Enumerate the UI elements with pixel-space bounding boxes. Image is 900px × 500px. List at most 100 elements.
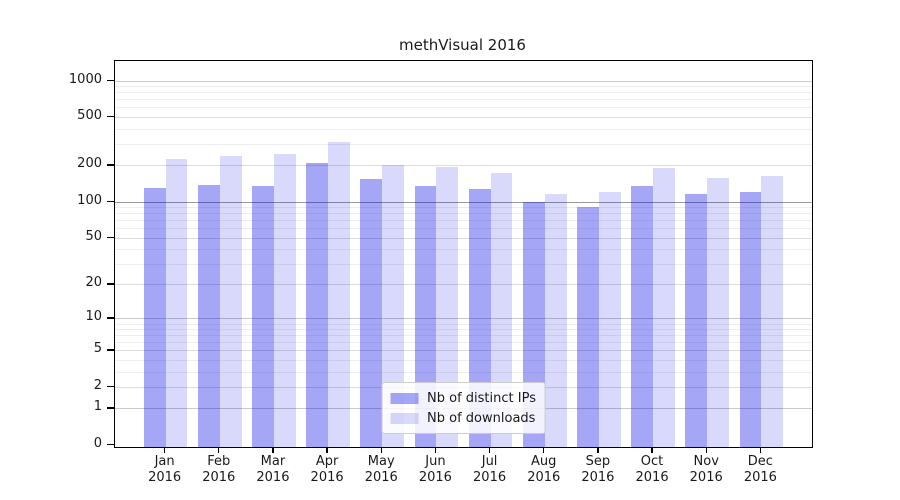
minor-gridline	[115, 371, 812, 373]
bar-downloads	[273, 153, 296, 447]
x-tick-label: Feb 2016	[202, 454, 236, 485]
legend-item-distinct-ips: Nb of distinct IPs	[390, 388, 536, 408]
bar-downloads	[598, 191, 621, 447]
bar-distinct-ips	[306, 162, 329, 447]
bar-downloads	[219, 155, 242, 447]
bar-distinct-ips	[197, 185, 220, 447]
major-gridline	[115, 284, 812, 286]
major-gridline	[115, 165, 812, 167]
bar-distinct-ips	[143, 187, 166, 447]
major-gridline	[115, 117, 812, 119]
minor-gridline	[115, 249, 812, 251]
minor-gridline	[115, 220, 812, 222]
x-tick-label: Dec 2016	[743, 454, 777, 485]
bar-distinct-ips	[685, 193, 708, 447]
bar-downloads	[328, 142, 350, 447]
legend: Nb of distinct IPs Nb of downloads	[381, 382, 546, 434]
major-gridline	[115, 80, 812, 82]
bar-downloads	[544, 193, 567, 447]
x-tick-mark	[272, 448, 274, 453]
minor-gridline	[115, 263, 812, 265]
legend-label-downloads: Nb of downloads	[427, 410, 536, 426]
minor-gridline	[115, 213, 812, 215]
x-tick-label: Nov 2016	[689, 454, 723, 485]
y-tick-label: 200	[77, 156, 102, 172]
x-tick-mark	[597, 448, 599, 453]
major-gridline	[115, 201, 812, 203]
x-tick-label: Aug 2016	[527, 454, 561, 485]
x-tick-label: Mar 2016	[256, 454, 290, 485]
y-tick-label: 0	[93, 436, 102, 451]
bar-distinct-ips	[739, 191, 762, 447]
minor-gridline	[115, 99, 812, 101]
y-tick-mark	[107, 386, 114, 388]
y-tick-label: 50	[85, 228, 102, 244]
y-tick-label: 2	[93, 378, 102, 394]
y-tick-label: 100	[77, 192, 102, 208]
y-tick-label: 1000	[68, 71, 102, 87]
y-tick-mark	[107, 407, 114, 409]
bar-distinct-ips	[577, 207, 599, 447]
bar-downloads	[761, 175, 784, 447]
bar-distinct-ips	[631, 185, 654, 447]
x-tick-label: Oct 2016	[635, 454, 669, 485]
x-tick-mark	[326, 448, 328, 453]
minor-gridline	[115, 360, 812, 362]
y-tick-mark	[107, 349, 114, 351]
y-tick-mark	[107, 200, 114, 202]
bar-distinct-ips	[414, 185, 437, 447]
legend-swatch-downloads-icon	[390, 412, 419, 424]
y-tick-label: 500	[77, 108, 102, 124]
bar-downloads	[490, 173, 513, 447]
bar-downloads	[165, 159, 188, 447]
y-tick-label: 5	[93, 341, 102, 357]
minor-gridline	[115, 329, 812, 331]
x-tick-mark	[218, 448, 220, 453]
legend-item-downloads: Nb of downloads	[390, 408, 536, 428]
chart-title: methVisual 2016	[399, 36, 526, 54]
x-tick-label: Apr 2016	[310, 454, 344, 485]
major-gridline	[115, 237, 812, 239]
bar-distinct-ips	[252, 185, 274, 447]
bars-layer	[115, 61, 812, 447]
x-tick-label: Sep 2016	[581, 454, 615, 485]
y-tick-mark	[107, 236, 114, 238]
x-tick-label: May 2016	[364, 454, 398, 485]
legend-swatch-distinct-ips-icon	[390, 392, 419, 404]
y-tick-label: 20	[85, 275, 102, 291]
minor-gridline	[115, 323, 812, 325]
minor-gridline	[115, 335, 812, 337]
minor-gridline	[115, 128, 812, 130]
x-tick-mark	[434, 448, 437, 453]
major-gridline	[115, 350, 812, 352]
minor-gridline	[115, 92, 812, 94]
bar-distinct-ips	[360, 179, 383, 447]
minor-gridline	[115, 207, 812, 209]
plot-area: Nb of distinct IPs Nb of downloads	[114, 60, 813, 448]
x-tick-mark	[651, 448, 653, 453]
x-tick-mark	[759, 448, 762, 453]
y-tick-label: 1	[93, 399, 102, 415]
bar-downloads	[382, 165, 405, 447]
y-tick-mark	[107, 317, 114, 319]
major-gridline	[115, 318, 812, 320]
x-tick-label: Jul 2016	[473, 454, 507, 485]
bar-downloads	[653, 167, 675, 447]
y-tick-mark	[107, 79, 114, 81]
y-tick-label: 10	[85, 309, 102, 325]
x-tick-mark	[163, 448, 166, 453]
x-tick-label: Jun 2016	[418, 454, 452, 485]
x-tick-mark	[380, 448, 382, 453]
bar-downloads	[707, 178, 729, 447]
legend-label-distinct-ips: Nb of distinct IPs	[427, 390, 536, 406]
bar-downloads	[436, 167, 459, 447]
minor-gridline	[115, 107, 812, 109]
minor-gridline	[115, 86, 812, 88]
y-tick-mark	[107, 116, 114, 118]
x-tick-mark	[488, 448, 491, 453]
y-tick-mark	[107, 283, 114, 285]
x-tick-label: Jan 2016	[148, 454, 182, 485]
minor-gridline	[115, 228, 812, 230]
x-tick-mark	[543, 448, 545, 453]
